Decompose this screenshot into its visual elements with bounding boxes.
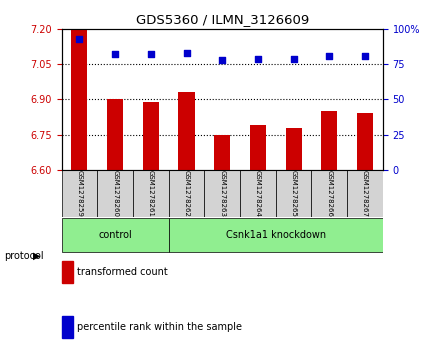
Point <box>361 53 368 59</box>
Bar <box>62 219 169 252</box>
Text: GSM1278260: GSM1278260 <box>112 170 118 217</box>
Text: GSM1278267: GSM1278267 <box>362 170 368 217</box>
Bar <box>179 92 194 170</box>
Bar <box>97 170 133 217</box>
Text: GSM1278262: GSM1278262 <box>183 170 190 217</box>
Text: control: control <box>98 229 132 240</box>
Text: GSM1278259: GSM1278259 <box>77 170 82 217</box>
Bar <box>357 113 373 170</box>
Bar <box>169 219 383 252</box>
Text: GSM1278266: GSM1278266 <box>326 170 332 217</box>
Text: transformed count: transformed count <box>77 267 168 277</box>
Bar <box>62 170 97 217</box>
Bar <box>107 99 123 170</box>
Text: Csnk1a1 knockdown: Csnk1a1 knockdown <box>226 229 326 240</box>
Title: GDS5360 / ILMN_3126609: GDS5360 / ILMN_3126609 <box>136 13 309 26</box>
Point <box>326 53 333 59</box>
Point <box>219 57 226 63</box>
Point <box>254 56 261 61</box>
Point <box>183 50 190 56</box>
Text: GSM1278261: GSM1278261 <box>148 170 154 217</box>
Point <box>290 56 297 61</box>
Text: GSM1278265: GSM1278265 <box>290 170 297 217</box>
Bar <box>204 170 240 217</box>
Bar <box>321 111 337 170</box>
Point <box>147 52 154 57</box>
Bar <box>214 135 230 170</box>
Text: ▶: ▶ <box>33 251 40 261</box>
Bar <box>250 125 266 170</box>
Bar <box>71 29 88 170</box>
Text: protocol: protocol <box>4 251 44 261</box>
Bar <box>276 170 312 217</box>
Bar <box>347 170 383 217</box>
Text: percentile rank within the sample: percentile rank within the sample <box>77 322 242 332</box>
Point <box>112 52 119 57</box>
Bar <box>312 170 347 217</box>
Bar <box>286 127 301 170</box>
Bar <box>143 102 159 170</box>
Bar <box>240 170 276 217</box>
Text: GSM1278263: GSM1278263 <box>219 170 225 217</box>
Bar <box>133 170 169 217</box>
Point <box>76 36 83 42</box>
Text: GSM1278264: GSM1278264 <box>255 170 261 217</box>
Bar <box>169 170 204 217</box>
